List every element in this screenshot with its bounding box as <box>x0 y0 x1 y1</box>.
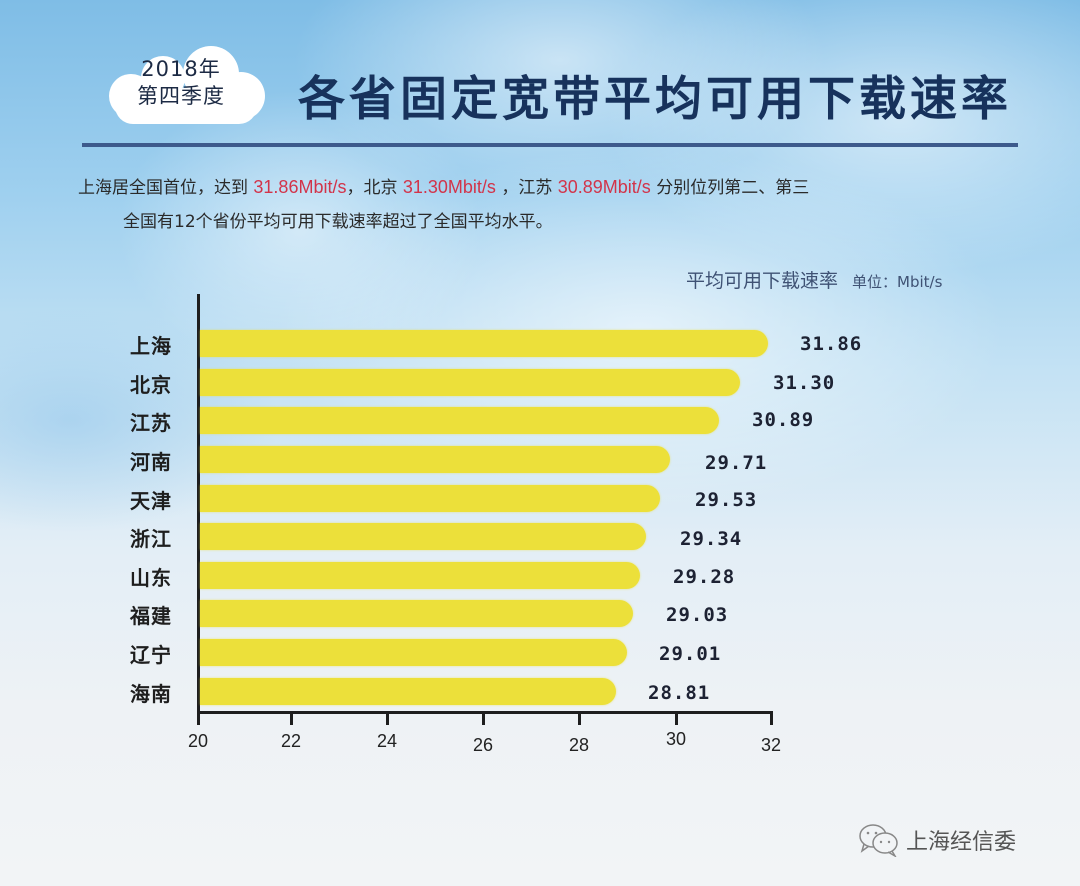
value-label: 28.81 <box>648 682 711 704</box>
x-tick <box>482 711 485 725</box>
y-axis <box>197 294 200 712</box>
value-label: 29.53 <box>695 489 758 511</box>
shanghai-speed-highlight: 31.86Mbit/s <box>253 177 347 197</box>
summary-text: 上海居全国首位，达到 <box>78 178 254 198</box>
wechat-icon <box>859 824 898 857</box>
bar-jiangsu <box>200 407 719 434</box>
badge-year: 2018年 <box>141 57 221 81</box>
bar-henan <box>200 446 670 473</box>
x-tick <box>770 711 773 725</box>
category-label: 江苏 <box>130 411 172 435</box>
x-tick <box>578 711 581 725</box>
account-name: 上海经信委 <box>906 830 1017 855</box>
category-label: 辽宁 <box>130 643 172 667</box>
bar-fujian <box>200 600 633 627</box>
beijing-speed-highlight: 31.30Mbit/s <box>402 177 496 197</box>
value-label: 29.28 <box>673 566 736 588</box>
category-label: 浙江 <box>130 527 172 551</box>
bar-hainan <box>200 678 616 705</box>
value-label: 30.89 <box>752 409 815 431</box>
category-label: 天津 <box>130 489 172 513</box>
category-label: 河南 <box>130 450 172 474</box>
x-tick-label: 24 <box>376 731 398 751</box>
summary-text: ，北京 <box>346 178 403 198</box>
value-label: 29.01 <box>659 643 722 665</box>
bar-liaoning <box>200 639 627 666</box>
summary-text: 分别位列第二、第三 <box>650 178 810 198</box>
summary-line-1: 上海居全国首位，达到 31.86Mbit/s，北京 31.30Mbit/s ，江… <box>78 173 809 198</box>
x-tick-label: 26 <box>472 735 494 755</box>
x-tick <box>197 711 200 725</box>
summary-line-2: 全国有12个省份平均可用下载速率超过了全国平均水平。 <box>123 212 553 232</box>
x-tick-label: 20 <box>187 731 209 751</box>
x-tick-label: 32 <box>760 735 782 755</box>
x-tick-label: 22 <box>280 731 302 751</box>
x-tick <box>290 711 293 725</box>
bar-tianjin <box>200 485 660 512</box>
category-label: 上海 <box>130 334 172 358</box>
value-label: 29.34 <box>680 528 743 550</box>
x-tick <box>675 711 678 725</box>
value-label: 29.03 <box>666 604 729 626</box>
bar-shanghai <box>200 330 768 357</box>
bar-shandong <box>200 562 640 589</box>
title-divider <box>82 143 1018 147</box>
value-label: 31.30 <box>773 372 836 394</box>
summary-text: ，江苏 <box>495 178 558 198</box>
quarter-badge: 2018年 第四季度 <box>93 44 269 126</box>
category-label: 海南 <box>130 682 172 706</box>
x-tick <box>386 711 389 725</box>
x-tick-label: 30 <box>665 729 687 749</box>
badge-quarter: 第四季度 <box>137 84 225 108</box>
x-tick-label: 28 <box>568 735 590 755</box>
unit-label: 单位：Mbit/s <box>852 273 943 291</box>
category-label: 福建 <box>130 604 172 628</box>
category-label: 山东 <box>130 566 172 590</box>
bar-zhejiang <box>200 523 646 550</box>
value-label: 29.71 <box>705 452 768 474</box>
page-title: 各省固定宽带平均可用下载速率 <box>298 72 1012 127</box>
value-label: 31.86 <box>800 333 863 355</box>
bar-beijing <box>200 369 740 396</box>
category-label: 北京 <box>130 373 172 397</box>
jiangsu-speed-highlight: 30.89Mbit/s <box>557 177 651 197</box>
chart-series-label: 平均可用下载速率 单位：Mbit/s <box>686 266 942 293</box>
x-axis <box>197 711 773 714</box>
wechat-account-watermark: 上海经信委 <box>858 823 1016 857</box>
cloud-icon <box>109 46 265 124</box>
series-label: 平均可用下载速率 <box>686 270 839 292</box>
